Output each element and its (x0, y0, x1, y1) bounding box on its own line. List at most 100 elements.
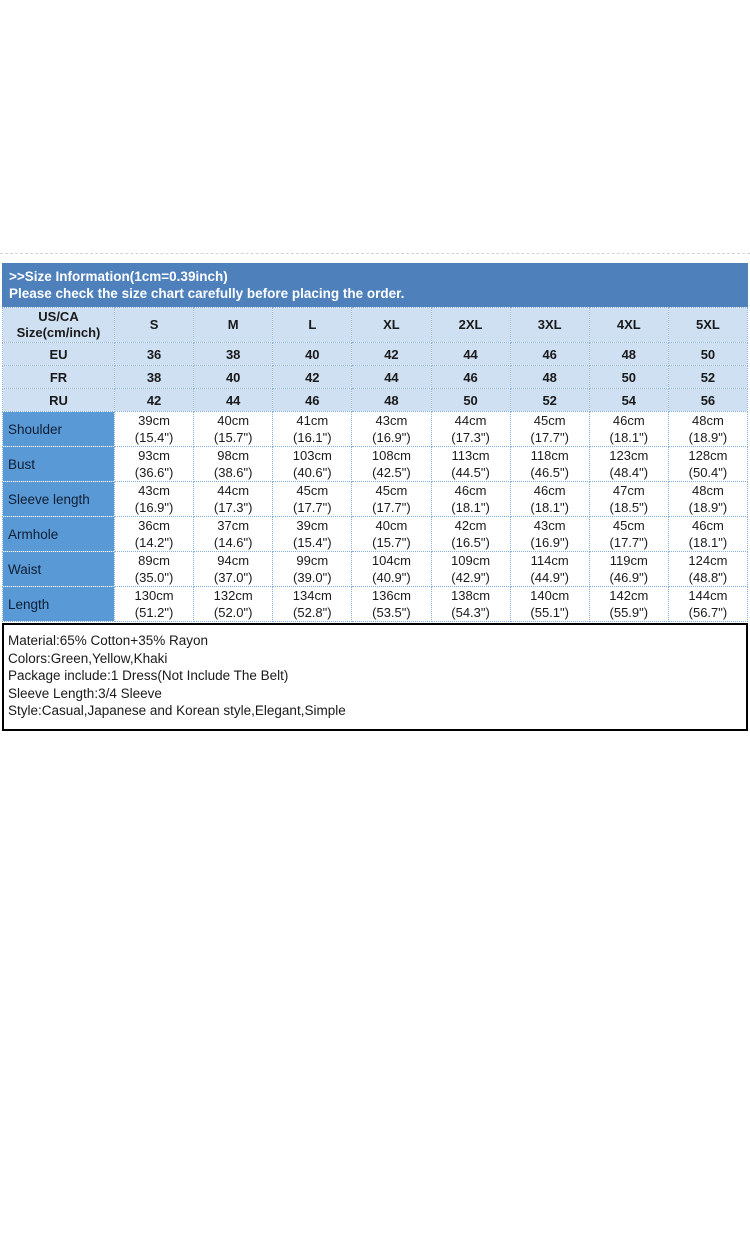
measurement-cell: 114cm (44.9") (509, 551, 590, 587)
conversion-cell: 40 (193, 365, 274, 389)
inch-value: (17.7") (293, 500, 332, 515)
cm-value: 47cm (612, 483, 645, 498)
measurement-cell: 39cm (15.4") (113, 411, 195, 447)
conversion-cell: 38 (113, 365, 195, 389)
inch-value: (56.7") (688, 605, 728, 620)
measurement-cell: 46cm (18.1") (588, 411, 669, 447)
cm-value: 44cm (454, 413, 487, 428)
conversion-cell: 50 (430, 388, 511, 412)
measurement-cell: 37cm (14.6") (193, 516, 274, 552)
material-line: Material:65% Cotton+35% Rayon (8, 633, 208, 648)
measurement-cell: 99cm (39.0") (272, 551, 353, 587)
inch-value: (15.4") (293, 535, 332, 550)
measurement-cell: 41cm (16.1") (272, 411, 353, 447)
measurement-cell: 130cm (51.2") (113, 586, 195, 622)
measurement-cell: 142cm (55.9") (588, 586, 669, 622)
conversion-cell: 56 (667, 388, 749, 412)
conversion-cell: 48 (509, 365, 590, 389)
sleeve-length-line: Sleeve Length:3/4 Sleeve (8, 685, 162, 701)
measurement-cell: 43cm (16.9") (509, 516, 590, 552)
inch-value: (18.5") (609, 500, 649, 515)
inch-value: (15.4") (134, 430, 174, 445)
inch-value: (35.0") (134, 570, 174, 585)
measurement-cell: 132cm (52.0") (193, 586, 274, 622)
cm-value: 46cm (533, 483, 566, 498)
cm-value: 113cm (451, 448, 490, 463)
conversion-cell: 42 (113, 388, 195, 412)
inch-value: (50.4") (688, 465, 728, 480)
inch-value: (16.9") (372, 430, 411, 445)
measurement-cell: 46cm (18.1") (667, 516, 749, 552)
inch-value: (36.6") (134, 465, 174, 480)
conversion-cell: 38 (193, 342, 274, 366)
size-info-banner: >>Size Information(1cm=0.39inch) Please … (2, 263, 748, 307)
measurement-row-shoulder: Shoulder 39cm (15.4") 40cm (15.7") 41cm (16… (2, 411, 749, 447)
cm-value: 128cm (688, 448, 728, 463)
conversion-cell: 46 (509, 342, 590, 366)
cm-value: 89cm (138, 553, 170, 568)
measurement-cell: 119cm (46.9") (588, 551, 669, 587)
cm-value: 37cm (217, 518, 250, 533)
cm-value: 45cm (296, 483, 329, 498)
cm-value: 48cm (692, 413, 724, 428)
cm-value: 45cm (375, 483, 408, 498)
cm-value: 118cm (530, 448, 569, 463)
cm-value: 93cm (138, 448, 170, 463)
inch-value: (14.6") (213, 535, 253, 550)
cm-value: 140cm (530, 588, 570, 603)
measurement-cell: 89cm (35.0") (113, 551, 195, 587)
style-line: Style:Casual,Japanese and Korean style,E… (8, 703, 346, 718)
conversion-cell: 50 (667, 342, 749, 366)
inch-value: (18.1") (609, 430, 649, 445)
measurement-row-waist: Waist 89cm (35.0") 94cm (37.0") 99cm (39.0"… (2, 551, 749, 587)
spreadsheet-gridline (0, 253, 750, 254)
conversion-cell: 52 (667, 365, 749, 389)
cm-value: 43cm (533, 518, 566, 533)
cm-value: 138cm (451, 588, 491, 603)
size-column-header: S (113, 307, 195, 343)
conversion-row-eu: EU 36 38 40 42 44 46 48 50 (2, 342, 749, 366)
measurement-cell: 46cm (18.1") (509, 481, 590, 517)
inch-value: (17.7") (609, 535, 649, 550)
measurement-row-sleeve-length: Sleeve length 43cm (16.9") 44cm (17.3") 45… (2, 481, 749, 517)
colors-line: Colors:Green,Yellow,Khaki (8, 650, 168, 666)
inch-value: (46.5") (530, 465, 569, 480)
inch-value: (17.3") (213, 500, 253, 515)
cm-value: 40cm (375, 518, 408, 533)
measurement-cell: 134cm (52.8") (272, 586, 353, 622)
cm-value: 136cm (371, 588, 411, 603)
corner-header-cell: US/CA Size(cm/inch) (2, 307, 115, 343)
conversion-cell: 52 (509, 388, 590, 412)
size-column-header: 5XL (667, 307, 749, 343)
measurement-cell: 45cm (17.7") (351, 481, 432, 517)
inch-value: (46.9") (609, 570, 649, 585)
inch-value: (16.9") (530, 535, 569, 550)
measurement-cell: 118cm (46.5") (509, 446, 590, 482)
measurement-row-label: Waist (2, 551, 115, 587)
conversion-cell: 46 (272, 388, 353, 412)
measurement-cell: 103cm (40.6") (272, 446, 353, 482)
cm-value: 40cm (217, 413, 250, 428)
cm-value: 43cm (375, 413, 408, 428)
inch-value: (15.7") (213, 430, 253, 445)
measurement-cell: 104cm (40.9") (351, 551, 432, 587)
inch-value: (18.1") (688, 535, 728, 550)
measurement-cell: 46cm (18.1") (430, 481, 511, 517)
cm-value: 132cm (213, 588, 253, 603)
region-row-label: RU (2, 388, 115, 412)
package-line: Package include:1 Dress(Not Include The … (8, 668, 289, 683)
cm-value: 36cm (138, 518, 170, 533)
conversion-row-ru: RU 42 44 46 48 50 52 54 56 (2, 388, 749, 412)
cm-value: 46cm (612, 413, 645, 428)
inch-value: (16.9") (134, 500, 174, 515)
measurement-cell: 43cm (16.9") (113, 481, 195, 517)
cm-value: 43cm (138, 483, 170, 498)
inch-value: (37.0") (213, 570, 253, 585)
measurement-row-length: Length 130cm (51.2") 132cm (52.0") 134cm (5… (2, 586, 749, 622)
size-column-header: 4XL (588, 307, 669, 343)
size-column-header: L (272, 307, 353, 343)
inch-value: (18.9") (688, 430, 728, 445)
inch-value: (40.9") (372, 570, 411, 585)
measurement-cell: 140cm (55.1") (509, 586, 590, 622)
measurement-cell: 94cm (37.0") (193, 551, 274, 587)
